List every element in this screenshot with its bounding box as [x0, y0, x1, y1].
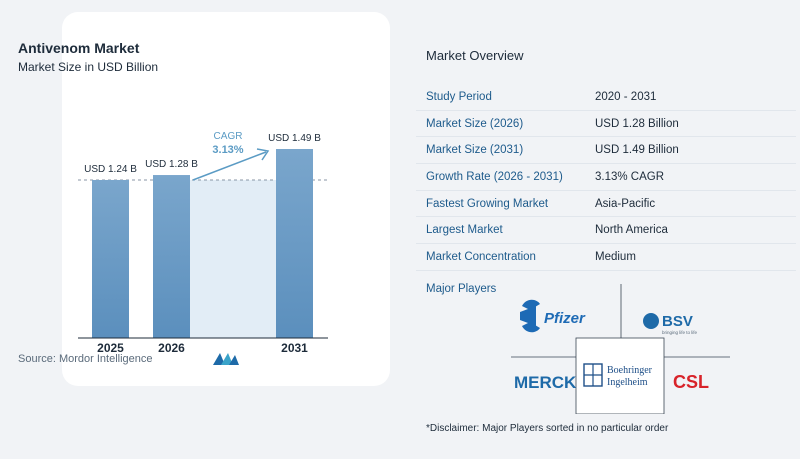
- value-label-2025: USD 1.24 B: [84, 164, 137, 175]
- ingelheim-logo-text: Ingelheim: [607, 377, 648, 388]
- x-tick-label-2031: 2031: [281, 341, 308, 355]
- overview-value: 2020 - 2031: [595, 90, 657, 103]
- cagr-arrow: [192, 151, 267, 181]
- overview-key: Largest Market: [426, 224, 503, 237]
- major-players-title: Major Players: [426, 283, 497, 295]
- market-overview-table: Study Period 2020 - 2031 Market Size (202…: [416, 84, 796, 271]
- bar-2026: [153, 175, 190, 338]
- x-tick-label-2026: 2026: [158, 341, 185, 355]
- overview-row: Fastest Growing Market Asia-Pacific: [416, 191, 796, 218]
- boehringer-logo-text: Boehringer: [607, 365, 653, 376]
- overview-row: Growth Rate (2026 - 2031) 3.13% CAGR: [416, 164, 796, 191]
- chart-subtitle: Market Size in USD Billion: [18, 60, 159, 74]
- bsv-logo-tagline: bringing life to life: [662, 330, 698, 335]
- overview-value: USD 1.49 Billion: [595, 144, 679, 157]
- mordor-logo-icon: [213, 353, 239, 365]
- cagr-label: CAGR: [214, 131, 243, 142]
- overview-value: USD 1.28 Billion: [595, 117, 679, 130]
- overview-row: Market Concentration Medium: [416, 244, 796, 271]
- value-label-2026: USD 1.28 B: [145, 159, 198, 170]
- x-tick-label-2025: 2025: [97, 341, 124, 355]
- overview-value: Asia-Pacific: [595, 197, 656, 210]
- disclaimer-text: *Disclaimer: Major Players sorted in no …: [426, 423, 669, 434]
- cagr-band: [190, 180, 276, 338]
- overview-row: Study Period 2020 - 2031: [416, 84, 796, 111]
- cagr-value: 3.13%: [212, 144, 243, 156]
- bar-2031: [276, 149, 313, 338]
- bsv-logo-icon: [643, 313, 659, 329]
- overview-key: Growth Rate (2026 - 2031): [426, 170, 563, 183]
- overview-key: Fastest Growing Market: [426, 197, 549, 210]
- overview-key: Market Concentration: [426, 250, 536, 263]
- value-label-2031: USD 1.49 B: [268, 133, 321, 144]
- chart-title: Antivenom Market: [18, 40, 140, 56]
- overview-row: Market Size (2031) USD 1.49 Billion: [416, 137, 796, 165]
- overview-row: Largest Market North America: [416, 217, 796, 245]
- pfizer-logo-icon: [520, 299, 540, 333]
- bsv-logo-text: BSV: [662, 313, 693, 330]
- source-text: Source: Mordor Intelligence: [18, 353, 153, 365]
- merck-logo-text: MERCK: [514, 373, 577, 392]
- boehringer-logo-icon: [583, 363, 603, 387]
- bar-2025: [92, 180, 129, 338]
- major-players-logos: Pfizer BSV bringing life to life MERCK B…: [511, 284, 730, 414]
- overview-row: Market Size (2026) USD 1.28 Billion: [416, 111, 796, 138]
- overview-value: 3.13% CAGR: [595, 170, 665, 183]
- bar-chart: USD 1.24 B 2025 USD 1.28 B 2026 USD 1.49 B 20…: [78, 131, 328, 355]
- pfizer-logo-text: Pfizer: [544, 310, 586, 327]
- cagr-arrow-head: [256, 148, 270, 161]
- overview-value: North America: [595, 224, 668, 237]
- market-overview-title: Market Overview: [426, 48, 524, 63]
- overview-key: Market Size (2026): [426, 117, 524, 130]
- csl-logo-text: CSL: [673, 372, 709, 392]
- overview-value: Medium: [595, 250, 636, 263]
- overview-key: Market Size (2031): [426, 144, 524, 157]
- overview-key: Study Period: [426, 90, 492, 103]
